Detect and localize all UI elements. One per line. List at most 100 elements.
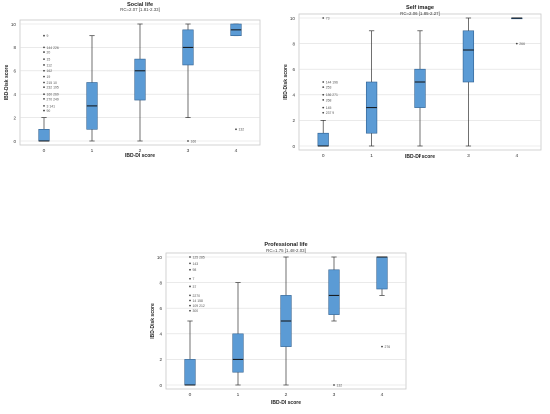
outlier-label: 300 <box>193 309 199 313</box>
y-tick-label: 2 <box>159 357 162 362</box>
box-0 <box>38 129 50 142</box>
outlier-point <box>43 93 45 96</box>
outlier-label: 232 195 <box>47 86 59 90</box>
outlier-point <box>322 106 325 109</box>
y-tick-label: 10 <box>11 22 17 27</box>
box-2 <box>414 68 426 108</box>
outlier-label: 19 <box>47 75 51 79</box>
x-tick-label: 2 <box>285 392 288 398</box>
y-tick-label: 2 <box>292 118 295 123</box>
outlier-point <box>43 81 45 84</box>
outlier-point <box>322 111 325 114</box>
outlier-point <box>43 109 45 112</box>
outlier-label: 109 212 <box>193 304 205 308</box>
outlier-label: 144 226 <box>47 46 59 50</box>
outlier-point <box>43 46 45 49</box>
outlier-point <box>189 262 191 265</box>
y-tick-label: 0 <box>159 383 162 388</box>
outlier-point <box>189 256 191 258</box>
x-tick-label: 2 <box>139 148 142 154</box>
box-4 <box>376 256 388 290</box>
outlier-point <box>43 69 45 72</box>
outlier-point <box>189 277 191 280</box>
outlier-point <box>333 384 335 386</box>
x-tick-label: 1 <box>370 153 373 159</box>
outlier-point <box>43 64 45 66</box>
chart-panel-self-image: 0 2 4 6 8 10 0 1 2 3 4 Self image RC=2.06 [1.85-2.27… <box>275 0 550 160</box>
outlier-label: 268 <box>326 98 332 102</box>
outlier-point <box>187 140 189 142</box>
outlier-point <box>322 93 325 96</box>
box-0 <box>317 132 329 147</box>
outlier-label: 166 <box>191 139 197 143</box>
x-axis-label: IBD-DI score <box>405 154 435 160</box>
outlier-point <box>43 105 45 107</box>
outlier-label: 125 285 <box>193 255 205 259</box>
y-tick-label: 8 <box>159 280 162 285</box>
outlier-label: 160 269 <box>47 93 59 97</box>
x-tick-label: 1 <box>91 148 94 154</box>
x-tick-label: 4 <box>381 392 384 398</box>
outlier-point <box>515 42 518 45</box>
outlier-point <box>322 86 325 89</box>
y-tick-label: 2 <box>13 115 16 120</box>
outlier-label: 90 <box>47 109 51 113</box>
outlier-point <box>322 99 325 101</box>
x-tick-label: 4 <box>235 148 238 154</box>
chart-title: Social life <box>127 2 153 8</box>
chart-panel-professional-life: 0 2 4 6 8 10 0 1 2 3 4 Professional life RC=1.75 [1.… <box>136 238 411 409</box>
x-axis-label: IBD-DI score <box>271 400 301 406</box>
outlier-point <box>189 285 191 288</box>
outlier-label: 112 <box>47 63 53 67</box>
y-tick-label: 6 <box>13 69 16 74</box>
outlier-label: 253 <box>326 86 332 90</box>
outlier-label: 237 9 <box>326 111 335 115</box>
x-tick-label: 0 <box>43 148 46 154</box>
outlier-label: 132 <box>239 128 245 132</box>
outlier-point <box>43 51 45 53</box>
outlier-label: 162 <box>47 69 53 73</box>
outlier-point <box>43 86 45 89</box>
outlier-label: 270 249 <box>47 97 59 101</box>
outlier-label: 215 10 <box>47 81 57 85</box>
y-tick-label: 4 <box>159 332 162 337</box>
y-tick-label: 4 <box>13 92 16 97</box>
outlier-point <box>322 81 325 83</box>
y-axis-label: IBD-Disk score <box>4 65 10 101</box>
x-tick-label: 3 <box>333 392 336 398</box>
x-tick-label: 2 <box>419 153 422 159</box>
x-tick-label: 0 <box>189 392 192 398</box>
x-axis-label: IBD-DI score <box>125 153 155 159</box>
outlier-label: 9 <box>47 34 49 38</box>
outlier-point <box>381 345 383 348</box>
chart-title: Professional life <box>264 242 307 248</box>
outlier-point <box>189 304 191 307</box>
y-tick-label: 10 <box>157 255 163 260</box>
outlier-point <box>43 34 45 37</box>
box-3 <box>462 30 475 83</box>
outlier-label: 3 141 <box>47 104 56 108</box>
outlier-label: 143 <box>193 262 199 266</box>
outlier-point <box>43 97 45 100</box>
outlier-label: 266 <box>519 42 525 46</box>
outlier-point <box>43 58 45 60</box>
y-tick-label: 0 <box>292 144 295 149</box>
outlier-label: 20 <box>47 50 51 54</box>
outlier-label: 73 <box>326 16 330 20</box>
box-1 <box>232 333 244 373</box>
chart-subtitle: RC=2.06 [1.85-2.27] <box>400 11 440 16</box>
x-tick-label: 0 <box>322 153 325 159</box>
x-tick-label: 1 <box>237 392 240 398</box>
y-tick-label: 10 <box>290 16 296 21</box>
x-tick-label: 4 <box>515 153 518 159</box>
outlier-label: 98 <box>193 268 197 272</box>
chart-subtitle: RC=1.75 [1.48-2.03] <box>266 248 306 253</box>
y-tick-label: 4 <box>292 93 295 98</box>
outlier-point <box>189 294 191 297</box>
chart-title: Self image <box>406 5 434 11</box>
y-tick-label: 6 <box>292 67 295 72</box>
outlier-label: 15 <box>47 58 51 62</box>
